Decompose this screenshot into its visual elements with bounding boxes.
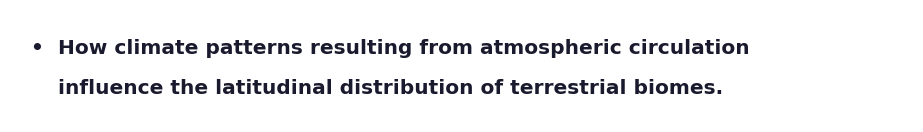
Text: •: • bbox=[30, 39, 42, 58]
Text: influence the latitudinal distribution of terrestrial biomes.: influence the latitudinal distribution o… bbox=[58, 79, 723, 98]
Text: How climate patterns resulting from atmospheric circulation: How climate patterns resulting from atmo… bbox=[58, 39, 749, 58]
